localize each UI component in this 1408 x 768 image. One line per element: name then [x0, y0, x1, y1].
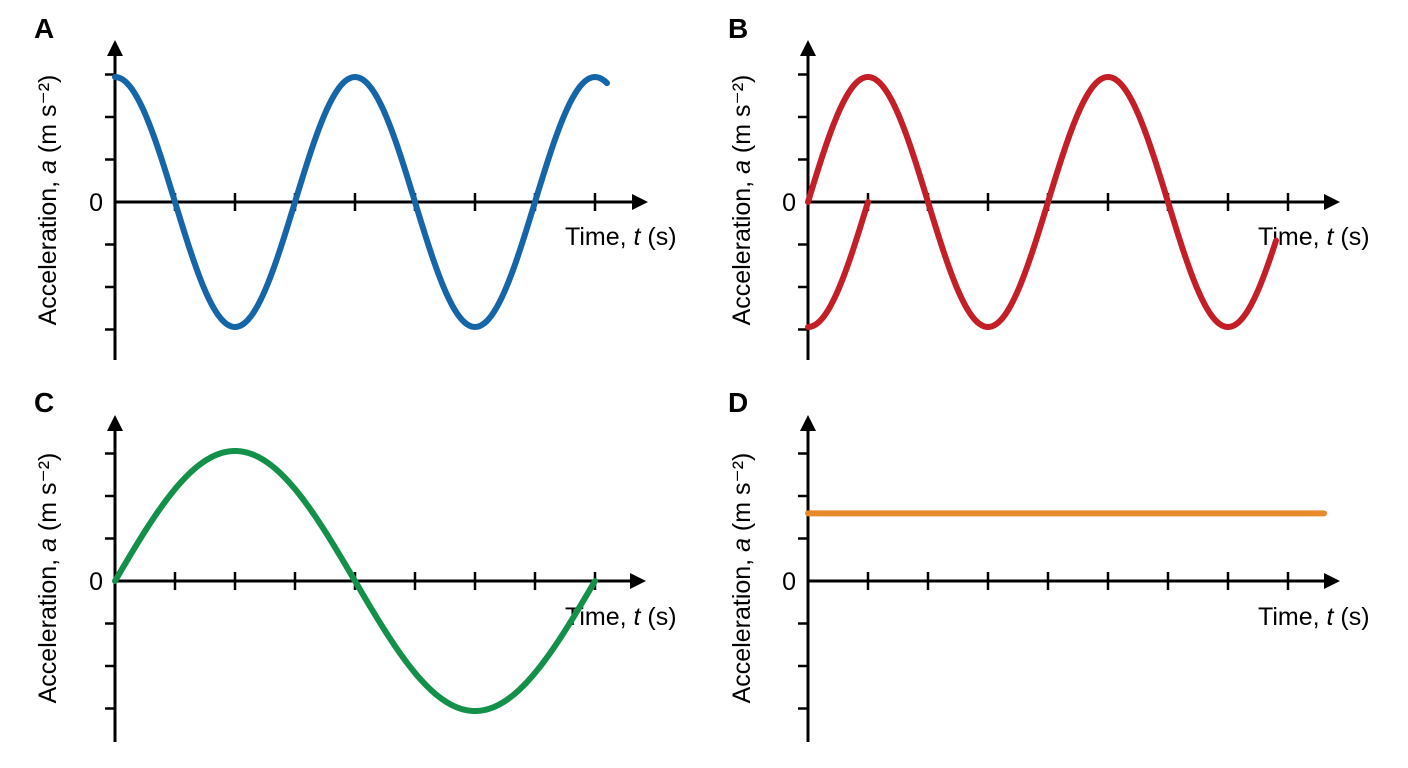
x-axis-arrow — [1324, 573, 1340, 589]
series-line — [112, 448, 598, 714]
panel-letter: D — [728, 387, 748, 418]
y-axis-arrow — [800, 415, 816, 431]
x-axis-label: Time, t (s) — [1258, 223, 1370, 251]
series-line — [112, 74, 610, 330]
y-axis-arrow — [107, 40, 123, 56]
panel-letter: A — [34, 13, 54, 44]
zero-label: 0 — [782, 189, 796, 217]
zero-label: 0 — [782, 568, 796, 596]
y-axis-label: Acceleration, a (m s⁻²) — [728, 453, 756, 704]
zero-label: 0 — [89, 189, 103, 217]
y-axis-label: Acceleration, a (m s⁻²) — [34, 75, 62, 326]
panel-letter: C — [34, 387, 54, 418]
y-axis-arrow — [800, 40, 816, 56]
x-axis-label: Time, t (s) — [565, 223, 677, 251]
y-axis-arrow — [107, 415, 123, 431]
y-axis-label: Acceleration, a (m s⁻²) — [34, 453, 62, 704]
x-axis-label: Time, t (s) — [1258, 603, 1370, 631]
series-line — [805, 199, 871, 330]
panel-d: D 0 Time, t (s) Acceleration, a (m s⁻²) — [728, 387, 1370, 742]
series-line — [865, 74, 1279, 330]
panel-a: A 0 Time, t (s) Acceleration, a (m s⁻²) — [34, 13, 677, 360]
y-axis-label: Acceleration, a (m s⁻²) — [728, 75, 756, 326]
panel-b: B 0 Time, t (s) Acceleration, a (m s⁻²) — [728, 13, 1370, 360]
zero-label: 0 — [89, 568, 103, 596]
panel-letter: B — [728, 13, 748, 44]
x-axis-arrow — [630, 573, 646, 589]
x-axis-arrow — [632, 194, 648, 210]
series-line — [805, 74, 871, 205]
x-axis-arrow — [1324, 194, 1340, 210]
